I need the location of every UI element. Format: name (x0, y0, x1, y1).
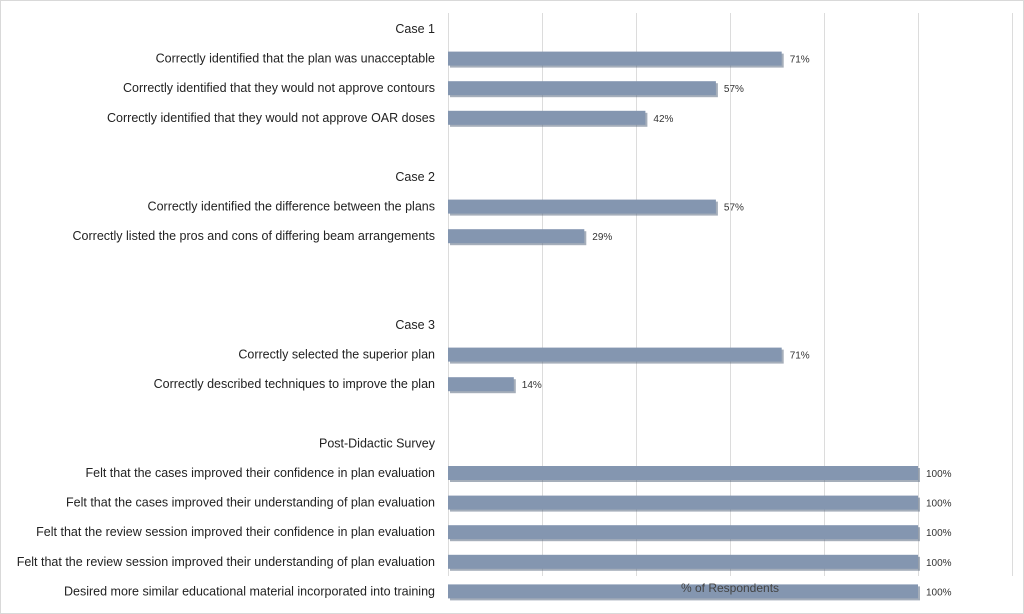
category-label: Felt that the review session improved th… (36, 525, 435, 539)
data-label: 100% (926, 469, 952, 480)
data-label: 100% (926, 587, 952, 598)
category-label: Post-Didactic Survey (319, 436, 436, 450)
data-label: 100% (926, 528, 952, 539)
category-label: Correctly selected the superior plan (238, 348, 435, 362)
category-label: Correctly identified the difference betw… (148, 200, 435, 214)
category-label: Case 3 (395, 318, 435, 332)
bar (448, 377, 514, 392)
data-label: 57% (724, 84, 744, 95)
x-axis-title: % of Respondents (681, 581, 779, 595)
bar (448, 229, 585, 244)
category-labels: Case 1 Correctly identified that the plan… (17, 22, 436, 598)
category-label: Correctly listed the pros and cons of di… (73, 229, 435, 243)
bar (448, 554, 918, 569)
category-label: Correctly identified that they would not… (123, 81, 435, 95)
bar (448, 584, 918, 599)
category-label: Felt that the cases improved their under… (66, 496, 435, 510)
data-label: 42% (653, 114, 673, 125)
bar (448, 81, 716, 96)
data-label: 100% (926, 558, 952, 569)
data-label: 100% (926, 499, 952, 510)
gridlines (448, 13, 1013, 576)
category-label: Correctly identified that they would not… (107, 111, 435, 125)
category-label: Case 2 (395, 170, 435, 184)
bar (448, 466, 918, 480)
data-label: 29% (592, 232, 612, 243)
bar (448, 525, 918, 540)
category-label: Case 1 (395, 22, 435, 36)
bars (448, 51, 920, 601)
data-label: 14% (522, 380, 542, 391)
data-label: 57% (724, 203, 744, 214)
category-label: Correctly identified that the plan was u… (156, 52, 435, 66)
data-labels: 71% 57% 42% 57% 29% 71% 14% 100% 100% 100% 100% 100… (522, 55, 952, 599)
data-label: 71% (790, 351, 810, 362)
bar (448, 347, 782, 362)
category-label: Felt that the cases improved their confi… (85, 466, 435, 480)
category-label: Desired more similar educational materia… (64, 584, 435, 598)
bar (448, 495, 918, 510)
bar (448, 51, 782, 66)
bar (448, 199, 716, 214)
category-label: Correctly described techniques to improv… (154, 377, 435, 391)
category-label: Felt that the review session improved th… (17, 555, 435, 569)
data-label: 71% (790, 55, 810, 66)
bar (448, 110, 646, 125)
